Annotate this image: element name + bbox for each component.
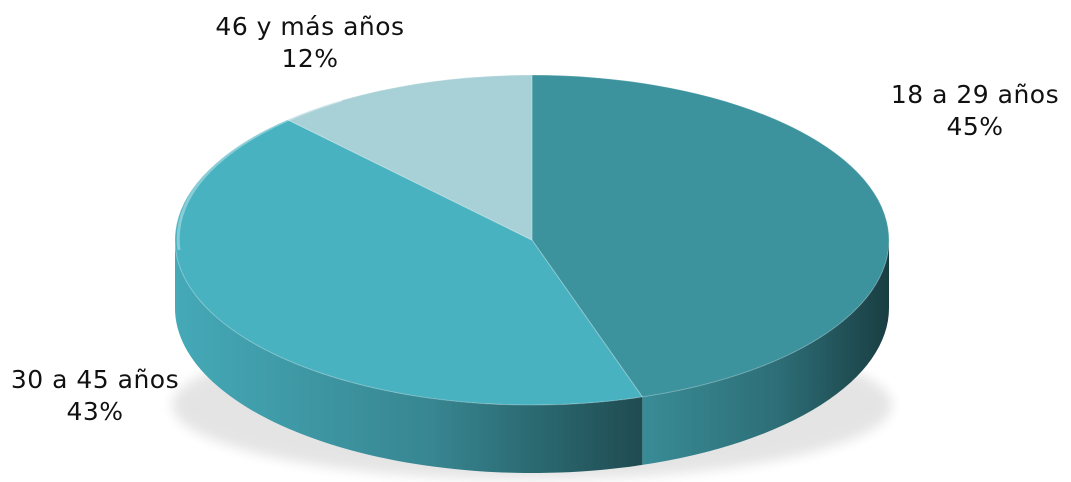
slice-top-1 [174,119,644,406]
slice-label-name: 46 y más años [215,12,405,41]
slice-label-name: 30 a 45 años [10,365,180,394]
slice-label-value: 12% [281,44,339,73]
slice-label-value: 43% [66,397,124,426]
slice-side-0 [642,240,889,465]
pie-top-layer [174,74,890,406]
pie-side-layer [175,240,889,473]
slice-label-18-29: 18 a 29 años 45% [885,79,1065,143]
slice-label-46-plus: 46 y más años 12% [205,11,415,75]
pie-rim-highlight [176,98,343,251]
slice-top-2 [286,74,533,241]
slice-side-1 [175,240,643,473]
slice-label-30-45: 30 a 45 años 43% [0,364,190,428]
slice-top-0 [531,74,890,398]
slice-label-value: 45% [946,112,1004,141]
slice-label-name: 18 a 29 años [890,80,1060,109]
